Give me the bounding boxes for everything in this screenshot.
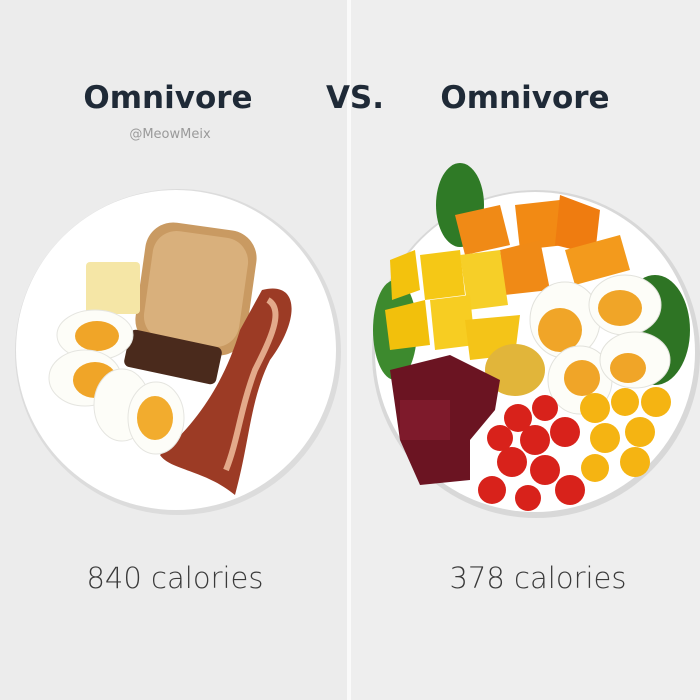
vs-label: VS. [326, 80, 384, 116]
left-calories: 840 calories [86, 561, 263, 595]
divider [347, 0, 351, 700]
right-bowl [372, 163, 700, 518]
left-title: Omnivore [83, 80, 252, 116]
watermark: @MeowMeix [129, 127, 211, 142]
right-title: Omnivore [440, 80, 609, 116]
right-calories: 378 calories [449, 561, 626, 595]
left-plate [15, 189, 341, 515]
